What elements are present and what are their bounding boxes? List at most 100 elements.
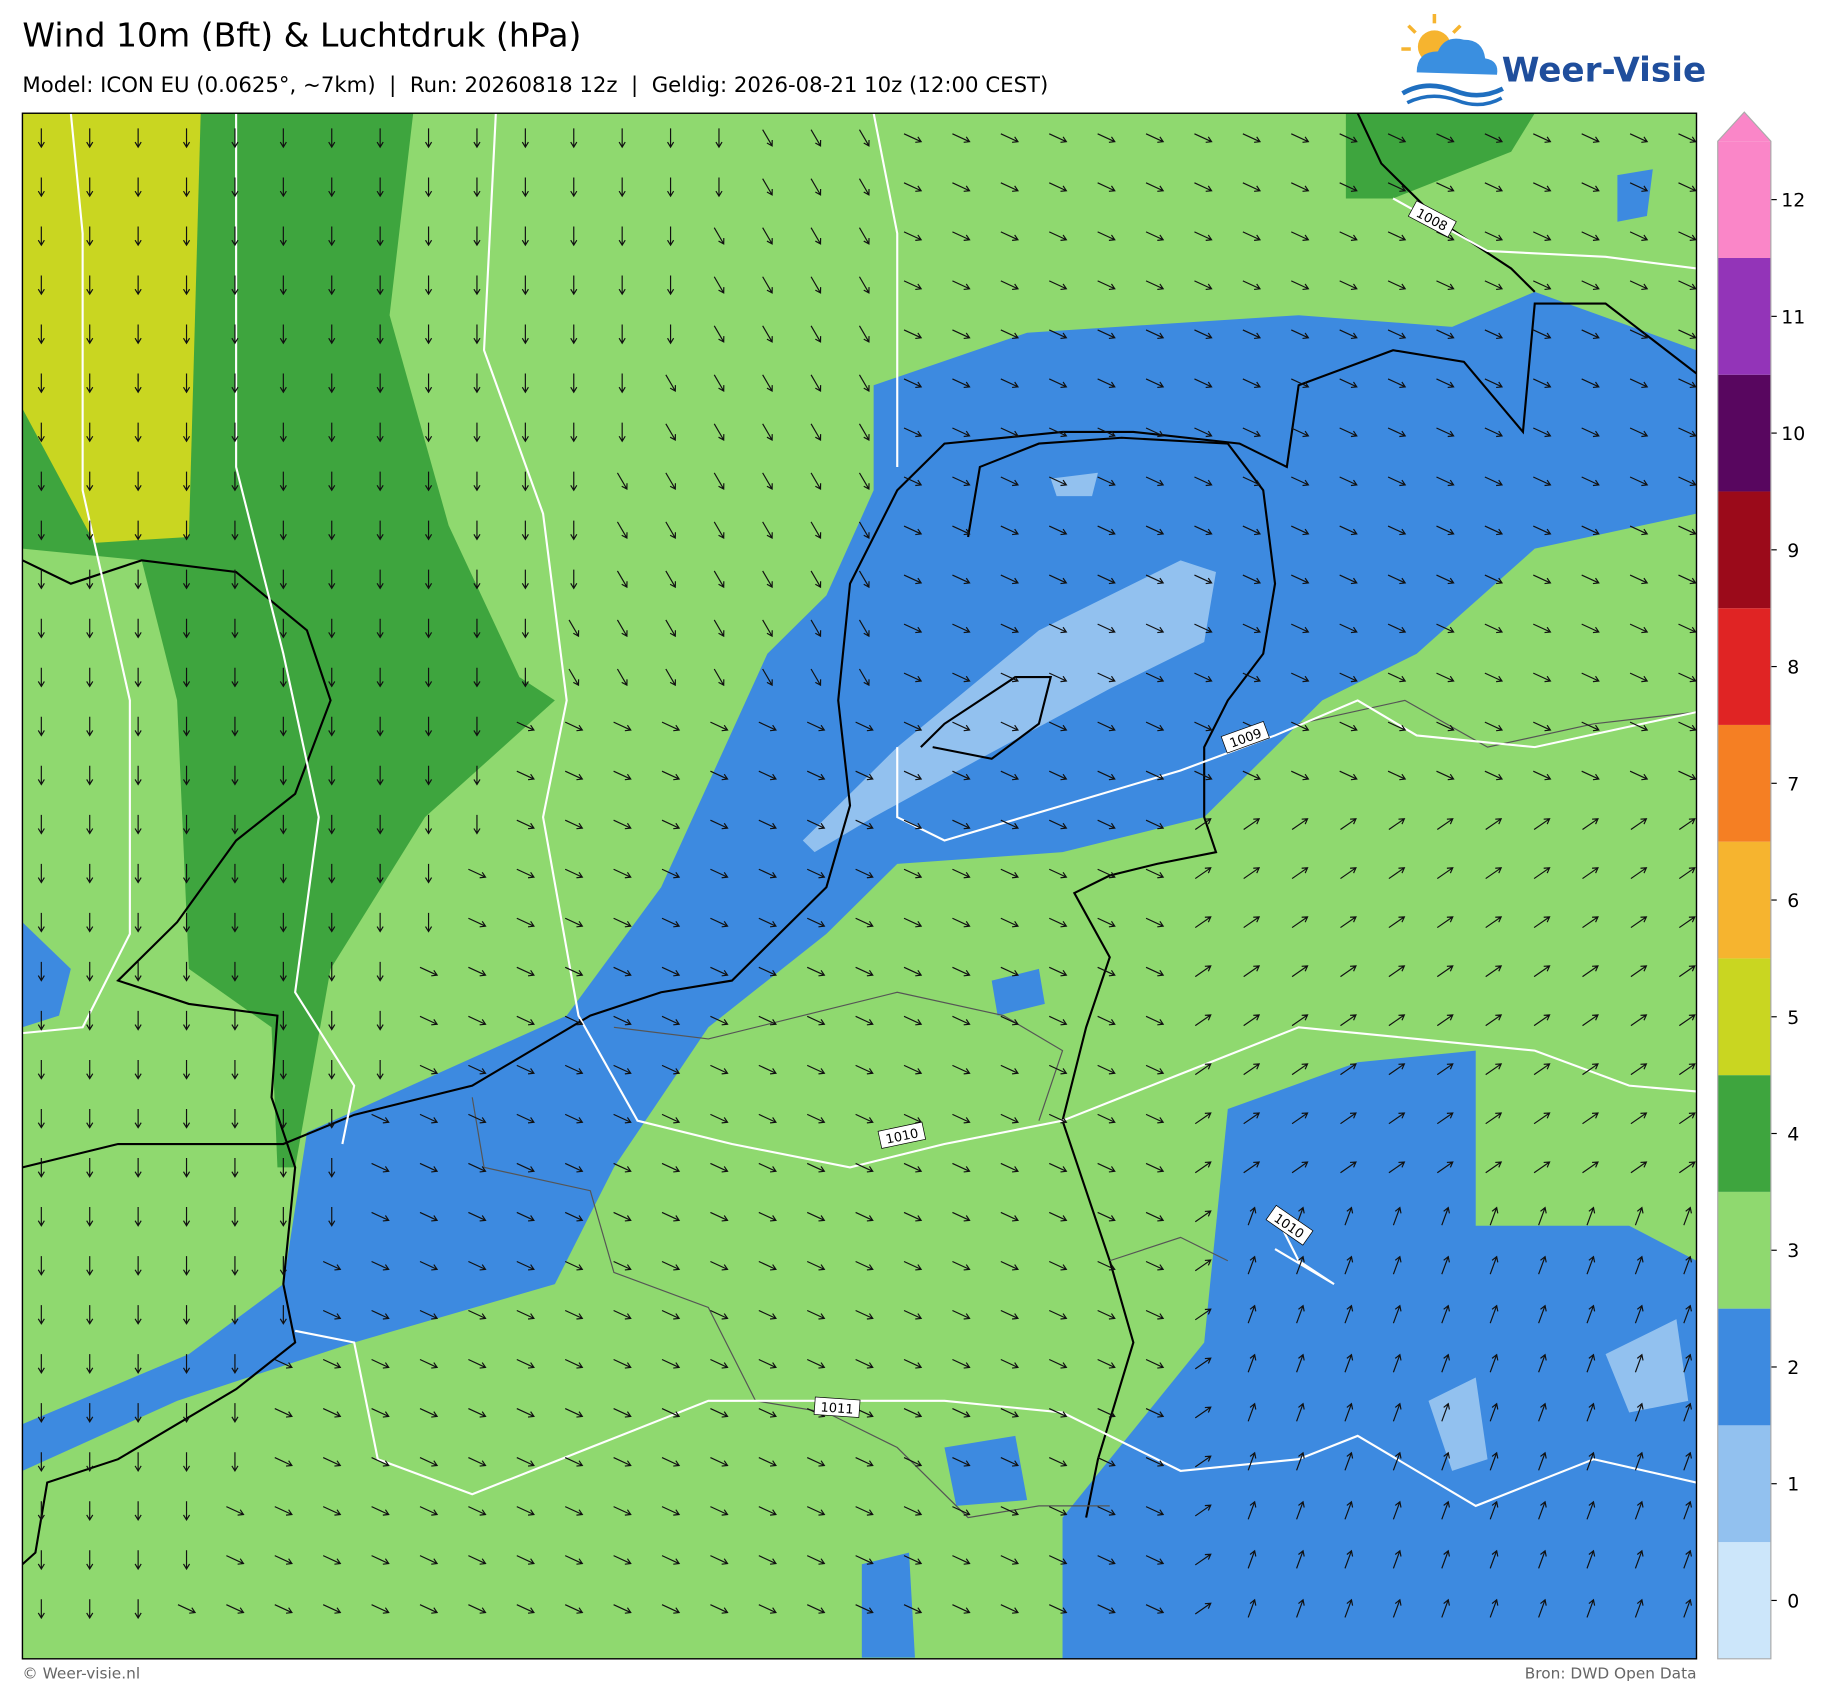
- wind-arrow: [613, 819, 632, 830]
- wind-arrow: [1000, 427, 1019, 438]
- wind-arrow: [1586, 1598, 1596, 1618]
- wind-arrow: [1387, 525, 1407, 536]
- map-frame: [21, 112, 1698, 1660]
- wind-arrow: [1000, 574, 1019, 585]
- wind-arrow: [762, 619, 773, 638]
- wind-arrow: [952, 623, 971, 634]
- wind-arrow: [279, 520, 287, 541]
- wind-zone-2: [1062, 1050, 1697, 1659]
- wind-arrow: [1344, 1206, 1354, 1226]
- wind-arrow: [328, 814, 336, 835]
- wind-arrow: [37, 1256, 45, 1276]
- wind-arrow: [618, 373, 626, 394]
- wind-arrow: [473, 422, 481, 443]
- wind-arrow: [1194, 280, 1213, 290]
- wind-arrow: [1000, 1506, 1019, 1516]
- wind-arrow: [1000, 133, 1019, 143]
- wind-arrow: [468, 917, 487, 928]
- wind-arrow: [1242, 574, 1262, 585]
- wind-arrow: [952, 329, 971, 340]
- wind-arrow: [855, 1604, 874, 1614]
- wind-arrow: [710, 1408, 729, 1418]
- wind-arrow: [86, 520, 94, 541]
- wind-arrow: [762, 668, 773, 687]
- wind-arrow: [425, 716, 433, 737]
- wind-arrow: [1586, 1353, 1596, 1373]
- wind-arrow: [37, 471, 45, 492]
- wind-arrow: [858, 423, 870, 441]
- wind-arrow: [661, 868, 681, 879]
- wind-arrow: [86, 1207, 94, 1227]
- wind-arrow: [279, 1158, 287, 1178]
- wind-arrow: [473, 275, 481, 296]
- wind-arrow: [613, 1162, 632, 1173]
- wind-arrow: [425, 912, 433, 933]
- wind-arrow: [1097, 672, 1116, 683]
- wind-arrow: [1344, 1598, 1354, 1618]
- wind-arrow: [564, 1211, 584, 1222]
- wind-arrow: [1683, 1451, 1692, 1471]
- wind-arrow: [86, 226, 94, 247]
- wind-arrow: [1340, 867, 1357, 880]
- wind-arrow: [710, 917, 729, 928]
- wind-arrow: [1097, 476, 1116, 487]
- wind-arrow: [1484, 280, 1504, 290]
- wind-arrow: [1582, 1063, 1599, 1076]
- wind-arrow: [952, 280, 971, 290]
- wind-arrow: [903, 1359, 923, 1369]
- wind-arrow: [322, 1604, 342, 1614]
- wind-arrow: [661, 1015, 681, 1026]
- wind-arrow: [1194, 1553, 1212, 1566]
- wind-arrow: [1533, 525, 1552, 536]
- wind-arrow: [568, 619, 580, 638]
- wind-arrow: [1242, 231, 1262, 241]
- wind-arrow: [1484, 133, 1504, 143]
- wind-arrow: [758, 819, 777, 830]
- wind-arrow: [1344, 1353, 1354, 1373]
- wind-arrow: [570, 226, 578, 247]
- wind-arrow: [1291, 672, 1310, 683]
- wind-arrow: [661, 1359, 681, 1369]
- wind-arrow: [1581, 329, 1600, 340]
- wind-arrow: [231, 128, 239, 149]
- wind-arrow: [564, 1015, 584, 1026]
- wind-arrow: [521, 618, 529, 639]
- wind-arrow: [425, 373, 433, 394]
- wind-arrow: [710, 1260, 729, 1271]
- wind-arrow: [279, 667, 287, 688]
- wind-arrow: [1000, 280, 1019, 290]
- wind-arrow: [564, 1113, 584, 1124]
- wind-arrow: [952, 231, 971, 241]
- wind-arrow: [1247, 1255, 1257, 1275]
- wind-arrow: [1629, 672, 1649, 683]
- wind-arrow: [1000, 231, 1019, 241]
- wind-arrow: [328, 373, 336, 394]
- wind-arrow: [710, 1113, 729, 1124]
- wind-arrow: [1291, 1112, 1309, 1125]
- wind-arrow: [1387, 231, 1407, 241]
- colorbar-label: 5: [1787, 1008, 1799, 1029]
- wind-arrow: [37, 1501, 45, 1522]
- wind-arrow: [516, 770, 535, 781]
- wind-arrow: [1683, 1255, 1692, 1275]
- wind-arrow: [521, 275, 529, 296]
- wind-arrow: [858, 668, 870, 687]
- wind-arrow: [1048, 966, 1068, 977]
- wind-arrow: [1344, 1500, 1354, 1520]
- wind-arrow: [858, 570, 870, 589]
- wind-arrow: [1194, 1014, 1212, 1027]
- wind-arrow: [1582, 965, 1599, 978]
- wind-arrow: [855, 868, 874, 879]
- wind-arrow: [810, 129, 822, 147]
- wind-arrow: [758, 770, 777, 781]
- wind-arrow: [1387, 574, 1407, 585]
- wind-arrow: [903, 525, 923, 536]
- wind-arrow: [328, 667, 336, 688]
- wind-arrow: [710, 1211, 729, 1222]
- wind-arrow: [279, 1207, 287, 1227]
- wind-arrow: [613, 1015, 632, 1026]
- wind-arrow: [37, 1158, 45, 1178]
- wind-arrow: [1489, 1206, 1499, 1226]
- wind-arrow: [570, 520, 578, 541]
